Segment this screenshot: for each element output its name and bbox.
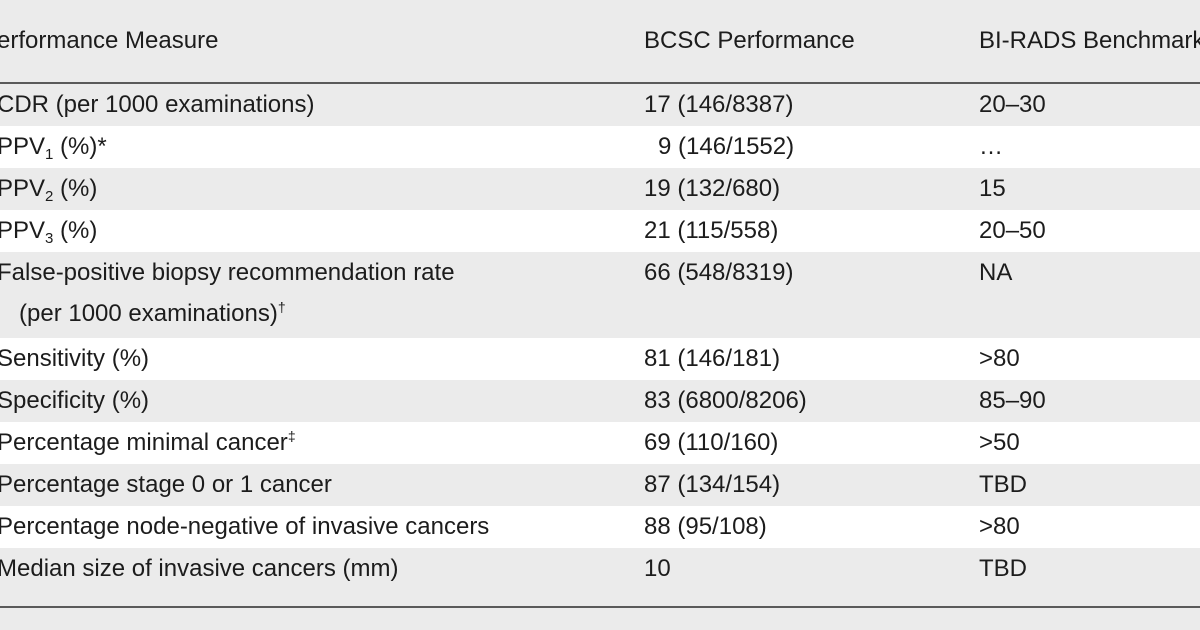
cell-bcsc: 10	[644, 555, 671, 582]
table-row: Specificity (%) 83 (6800/8206) 85–90	[0, 380, 1200, 422]
cell-birads: 85–90	[979, 387, 1046, 414]
cell-bcsc: 9 (146/1552)	[658, 133, 795, 160]
cell-birads: 15	[979, 175, 1006, 202]
measure-text: Percentage minimal cancer	[0, 429, 288, 456]
table-row: False-positive biopsy recommendation rat…	[0, 252, 1200, 338]
measure-unit: (%)	[53, 217, 98, 244]
cell-measure: PPV2 (%)	[0, 168, 97, 210]
cell-birads: >80	[979, 345, 1020, 372]
cell-measure: Specificity (%)	[0, 387, 150, 414]
table-row: Median size of invasive cancers (mm) 10 …	[0, 548, 1200, 590]
cell-bcsc: 88 (95/108)	[644, 513, 767, 540]
cell-measure: CDR (per 1000 examinations)	[0, 91, 315, 118]
table-row: Percentage stage 0 or 1 cancer 87 (134/1…	[0, 464, 1200, 506]
cell-bcsc: 87 (134/154)	[644, 471, 781, 498]
header-birads: BI-RADS Benchmark	[979, 27, 1200, 54]
table-row: Percentage minimal cancer‡ 69 (110/160) …	[0, 422, 1200, 464]
cell-bcsc: 19 (132/680)	[644, 175, 781, 202]
table-row: PPV1 (%)* 9 (146/1552) …	[0, 126, 1200, 168]
cell-measure: False-positive biopsy recommendation rat…	[0, 252, 455, 334]
cell-measure: Percentage node-negative of invasive can…	[0, 513, 490, 540]
measure-text: PPV	[0, 175, 46, 202]
table-row: Sensitivity (%) 81 (146/181) >80	[0, 338, 1200, 380]
cell-bcsc: 66 (548/8319)	[644, 259, 794, 286]
cell-bcsc: 83 (6800/8206)	[644, 387, 807, 414]
table-row: CDR (per 1000 examinations) 17 (146/8387…	[0, 84, 1200, 126]
measure-subscript: 1	[45, 146, 54, 163]
cell-bcsc: 69 (110/160)	[644, 429, 779, 456]
cell-bcsc: 81 (146/181)	[644, 345, 781, 372]
footnote-mark: ‡	[287, 428, 296, 444]
footnote-mark: *	[97, 133, 107, 160]
table-row: Percentage node-negative of invasive can…	[0, 506, 1200, 548]
cell-birads: >50	[979, 429, 1020, 456]
measure-line-2-wrap: (per 1000 examinations)†	[0, 294, 455, 334]
table-header: erformance Measure BCSC Performance BI-R…	[0, 0, 1200, 84]
footnote-mark: †	[277, 299, 286, 315]
cell-birads: TBD	[979, 555, 1027, 582]
cell-measure: Percentage stage 0 or 1 cancer	[0, 471, 332, 498]
cell-measure: Median size of invasive cancers (mm)	[0, 555, 399, 582]
table-row: PPV2 (%) 19 (132/680) 15	[0, 168, 1200, 210]
cell-measure: PPV1 (%)*	[0, 126, 107, 168]
header-bcsc: BCSC Performance	[644, 27, 855, 54]
cell-birads: 20–50	[979, 217, 1046, 244]
measure-unit: (%)	[53, 175, 98, 202]
cell-bcsc: 21 (115/558)	[644, 217, 779, 244]
cell-birads: 20–30	[979, 91, 1046, 118]
header-measure: erformance Measure	[0, 27, 219, 54]
cell-measure: Sensitivity (%)	[0, 345, 150, 372]
measure-subscript: 2	[45, 188, 54, 205]
cell-measure: PPV3 (%)	[0, 210, 97, 252]
cell-birads: >80	[979, 513, 1020, 540]
table-row: PPV3 (%) 21 (115/558) 20–50	[0, 210, 1200, 252]
measure-unit: (%)	[53, 133, 98, 160]
cell-birads: NA	[979, 259, 1013, 286]
cell-birads: TBD	[979, 471, 1027, 498]
measure-line-1: False-positive biopsy recommendation rat…	[0, 259, 455, 286]
measure-text: PPV	[0, 133, 46, 160]
measure-text: PPV	[0, 217, 46, 244]
performance-table: erformance Measure BCSC Performance BI-R…	[0, 0, 1200, 590]
measure-line-2: (per 1000 examinations)	[19, 300, 278, 327]
measure-subscript: 3	[45, 230, 54, 247]
cell-birads: …	[979, 133, 1003, 160]
cell-bcsc: 17 (146/8387)	[644, 91, 794, 118]
table-bottom-rule	[0, 606, 1200, 608]
cell-measure: Percentage minimal cancer‡	[0, 422, 296, 464]
